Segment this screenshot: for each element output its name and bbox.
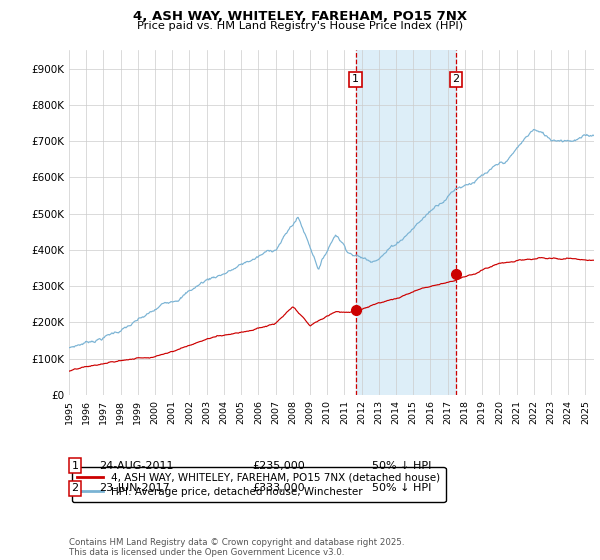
Text: 1: 1 (352, 74, 359, 85)
Text: Contains HM Land Registry data © Crown copyright and database right 2025.
This d: Contains HM Land Registry data © Crown c… (69, 538, 404, 557)
Text: £333,000: £333,000 (252, 483, 305, 493)
Legend: 4, ASH WAY, WHITELEY, FAREHAM, PO15 7NX (detached house), HPI: Average price, de: 4, ASH WAY, WHITELEY, FAREHAM, PO15 7NX … (71, 467, 445, 502)
Text: 50% ↓ HPI: 50% ↓ HPI (372, 461, 431, 471)
Text: 1: 1 (71, 461, 79, 471)
Text: £235,000: £235,000 (252, 461, 305, 471)
Text: 50% ↓ HPI: 50% ↓ HPI (372, 483, 431, 493)
Text: 2: 2 (71, 483, 79, 493)
Text: 23-JUN-2017: 23-JUN-2017 (99, 483, 170, 493)
Text: Price paid vs. HM Land Registry's House Price Index (HPI): Price paid vs. HM Land Registry's House … (137, 21, 463, 31)
Text: 24-AUG-2011: 24-AUG-2011 (99, 461, 173, 471)
Text: 2: 2 (452, 74, 460, 85)
Bar (356, 50, 456, 395)
Text: 4, ASH WAY, WHITELEY, FAREHAM, PO15 7NX: 4, ASH WAY, WHITELEY, FAREHAM, PO15 7NX (133, 10, 467, 23)
